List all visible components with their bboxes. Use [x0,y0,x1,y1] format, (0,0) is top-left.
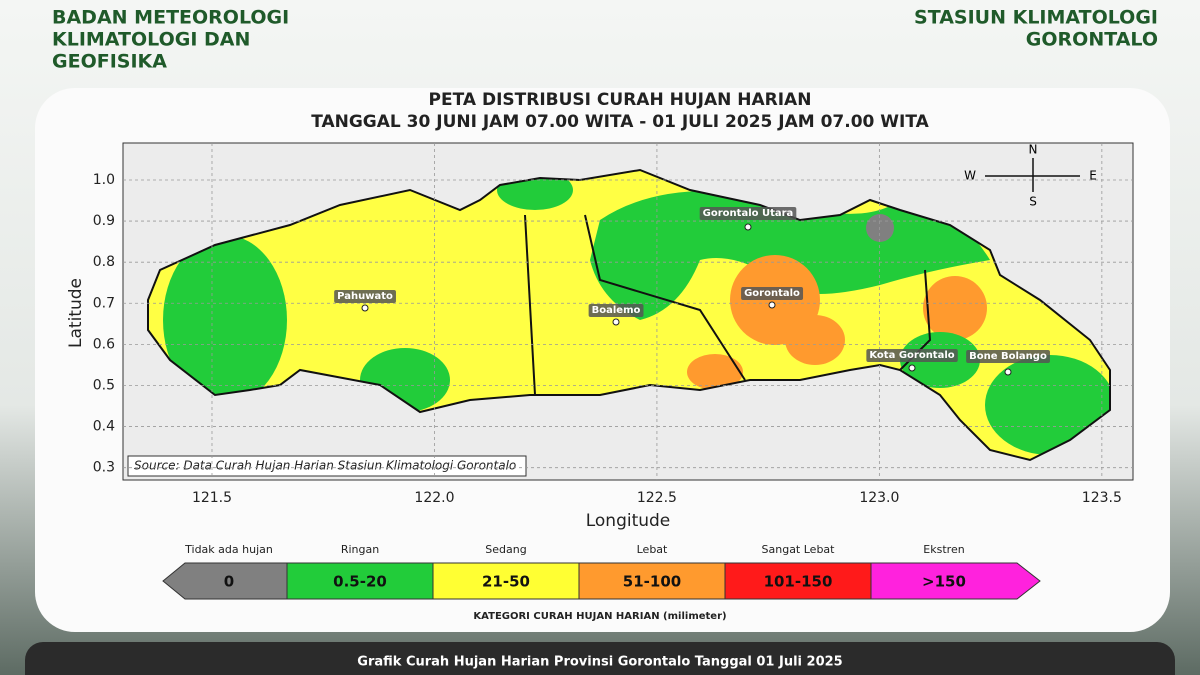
legend-range: 51-100 [623,573,681,591]
map-title: TANGGAL 30 JUNI JAM 07.00 WITA - 01 JULI… [311,112,929,132]
legend-swatch [870,562,1041,600]
legend-title: KATEGORI CURAH HUJAN HARIAN (milimeter) [473,611,726,622]
footer-bar [25,642,1175,675]
y-tick-label: 0.7 [93,295,115,311]
place-label: Boalemo [592,305,641,316]
y-tick-label: 0.3 [93,460,115,476]
header-left: GEOFISIKA [52,51,167,73]
legend: 0 Tidak ada hujan 0.5-20 Ringan 21-50 Sedang 5… [162,543,1041,600]
legend-name: Ringan [341,543,379,556]
legend-name: Sangat Lebat [762,543,836,556]
compass-n: N [1029,143,1038,157]
place-label: Gorontalo Utara [703,208,794,219]
y-tick-label: 0.5 [93,377,115,393]
compass-w: W [964,169,976,183]
header-left: BADAN METEOROLOGI [52,7,289,29]
y-tick-label: 0.9 [93,213,115,229]
header-right: STASIUN KLIMATOLOGI [914,7,1158,29]
footer-text: Grafik Curah Hujan Harian Provinsi Goron… [357,655,842,670]
place-label: Pahuwato [337,291,393,302]
y-tick-label: 0.6 [93,336,115,352]
place-label-bg [966,350,1050,363]
x-tick-label: 122.5 [637,490,677,506]
header-left: KLIMATOLOGI DAN [52,29,250,51]
legend-range: 0.5-20 [333,573,387,591]
x-tick-label: 122.0 [414,490,454,506]
x-axis-label: Longitude [586,511,671,531]
place-label-bg [334,290,396,303]
y-tick-label: 1.0 [93,172,115,188]
legend-name: Lebat [637,543,668,556]
place-label: Gorontalo [744,288,800,299]
compass [985,158,1080,192]
place-label-bg [699,207,797,220]
y-tick-label: 0.4 [93,419,115,435]
y-axis-label: Latitude [66,278,86,348]
source-box [127,455,527,477]
place-marker [908,364,916,372]
legend-name: Sedang [485,543,526,556]
place-label: Kota Gorontalo [869,350,954,361]
legend-range: 21-50 [482,573,530,591]
place-label-bg [741,287,804,300]
legend-range: >150 [922,573,966,591]
legend-name: Tidak ada hujan [184,543,273,556]
place-marker [361,304,369,312]
y-tick-label: 0.8 [93,254,115,270]
source: Source: Data Curah Hujan Harian Stasiun … [134,459,516,473]
map-title: PETA DISTRIBUSI CURAH HUJAN HARIAN [429,90,812,110]
header-right: GORONTALO [1026,29,1158,51]
x-tick-label: 123.5 [1082,490,1122,506]
place-label-bg [588,304,644,317]
place-marker [612,318,620,326]
place-marker [744,223,752,231]
legend-range: 101-150 [764,573,833,591]
x-tick-label: 121.5 [192,490,232,506]
place-marker [768,301,776,309]
legend-range: 0 [224,573,234,591]
x-tick-label: 123.0 [859,490,899,506]
compass-e: E [1089,169,1097,183]
place-label-bg [866,349,958,362]
place-label: Bone Bolango [969,351,1047,362]
compass-s: S [1029,195,1037,209]
legend-name: Ekstren [923,543,964,556]
place-marker [1004,368,1012,376]
